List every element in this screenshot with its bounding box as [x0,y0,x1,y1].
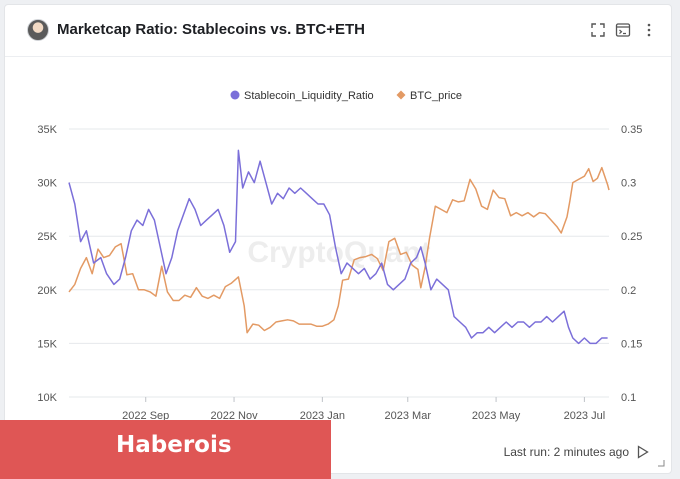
legend-item-btc[interactable]: BTC_price [396,90,462,102]
avatar[interactable] [27,19,49,41]
legend: Stablecoin_Liquidity_Ratio BTC_price [230,90,462,102]
series-line-stablecoin-ratio [68,149,608,345]
chart-area: Stablecoin_Liquidity_Ratio BTC_price Cry… [37,90,642,422]
page-title: Marketcap Ratio: Stablecoins vs. BTC+ETH [57,21,365,38]
y-right-tick-label: 0.25 [621,231,642,243]
chart-card: Marketcap Ratio: Stablecoins vs. BTC+ETH… [4,4,672,474]
legend-label-ratio: Stablecoin_Liquidity_Ratio [244,90,374,102]
x-tick-label: 2023 Jul [564,410,606,422]
y-left-tick-label: 10K [37,392,57,404]
legend-item-ratio[interactable]: Stablecoin_Liquidity_Ratio [230,90,374,102]
y-right-tick-label: 0.35 [621,124,642,136]
console-icon[interactable] [615,22,631,38]
x-tick-label: 2022 Sep [122,410,169,422]
fullscreen-icon[interactable] [590,22,606,38]
grid [69,128,609,398]
y-left-tick-label: 35K [37,124,57,136]
y-left-tick-label: 30K [37,178,57,190]
x-tick-label: 2023 May [472,410,521,422]
y-left-tick-label: 25K [37,231,57,243]
y-right-tick-label: 0.1 [621,392,636,404]
plot-lines [68,149,610,345]
last-run-text: Last run: 2 minutes ago [503,445,629,459]
y-right-tick-label: 0.15 [621,338,642,350]
play-icon[interactable] [637,445,649,459]
y-left-tick-label: 15K [37,338,57,350]
y-axis-right: 0.1 0.15 0.2 0.25 0.3 0.35 [621,124,642,404]
legend-marker-btc [396,90,406,100]
y-axis-left: 10K 15K 20K 25K 30K 35K [37,124,57,404]
y-right-tick-label: 0.3 [621,178,636,190]
legend-marker-ratio [230,90,240,100]
y-left-tick-label: 20K [37,285,57,297]
brand-label: Haberois [116,432,232,458]
x-tick-label: 2023 Mar [385,410,432,422]
resize-icon[interactable] [657,459,665,467]
legend-label-btc: BTC_price [410,90,462,102]
x-axis: 2022 Sep 2022 Nov 2023 Jan 2023 Mar 2023 May… [122,397,605,422]
x-tick-label: 2022 Nov [210,410,258,422]
more-vertical-icon[interactable] [641,22,657,38]
card-header: Marketcap Ratio: Stablecoins vs. BTC+ETH [5,5,671,57]
x-tick-label: 2023 Jan [300,410,345,422]
brand-overlay: Haberois [0,420,331,479]
y-right-tick-label: 0.2 [621,285,636,297]
series-line-btc-price [68,166,610,334]
